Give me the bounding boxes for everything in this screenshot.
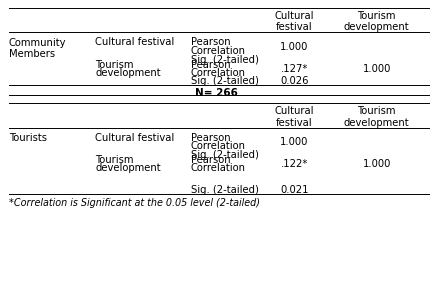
Text: Correlation: Correlation [191,68,246,78]
Text: Pearson: Pearson [191,37,230,47]
Text: Pearson: Pearson [191,60,230,70]
Text: 0.026: 0.026 [280,76,309,86]
Text: Correlation: Correlation [191,163,246,173]
Text: Tourism: Tourism [95,155,134,165]
Text: Tourism
development: Tourism development [344,11,410,32]
Text: .122*: .122* [281,159,308,169]
Text: development: development [95,163,161,173]
Text: 1.000: 1.000 [280,137,309,147]
Text: 1.000: 1.000 [362,64,391,74]
Text: Pearson: Pearson [191,133,230,143]
Text: development: development [95,68,161,78]
Text: Cultural
festival: Cultural festival [275,106,314,128]
Text: Correlation: Correlation [191,141,246,151]
Text: 1.000: 1.000 [280,42,309,52]
Text: .127*: .127* [281,64,308,74]
Text: Sig. (2-tailed): Sig. (2-tailed) [191,76,259,86]
Text: 1.000: 1.000 [362,159,391,169]
Text: Tourists: Tourists [9,133,47,143]
Text: *Correlation is Significant at the 0.05 level (2-tailed): *Correlation is Significant at the 0.05 … [9,198,260,208]
Text: Sig. (2-tailed): Sig. (2-tailed) [191,185,259,195]
Text: Sig. (2-tailed): Sig. (2-tailed) [191,150,259,160]
Text: Pearson: Pearson [191,155,230,165]
Text: Cultural festival: Cultural festival [95,133,174,143]
Text: Cultural
festival: Cultural festival [275,11,314,32]
Text: N= 266: N= 266 [195,88,238,98]
Text: Tourism
development: Tourism development [344,106,410,128]
Text: Community
Members: Community Members [9,38,66,59]
Text: 0.021: 0.021 [280,185,309,195]
Text: Correlation: Correlation [191,46,246,56]
Text: Sig. (2-tailed): Sig. (2-tailed) [191,55,259,65]
Text: Tourism: Tourism [95,60,134,70]
Text: Cultural festival: Cultural festival [95,37,174,47]
